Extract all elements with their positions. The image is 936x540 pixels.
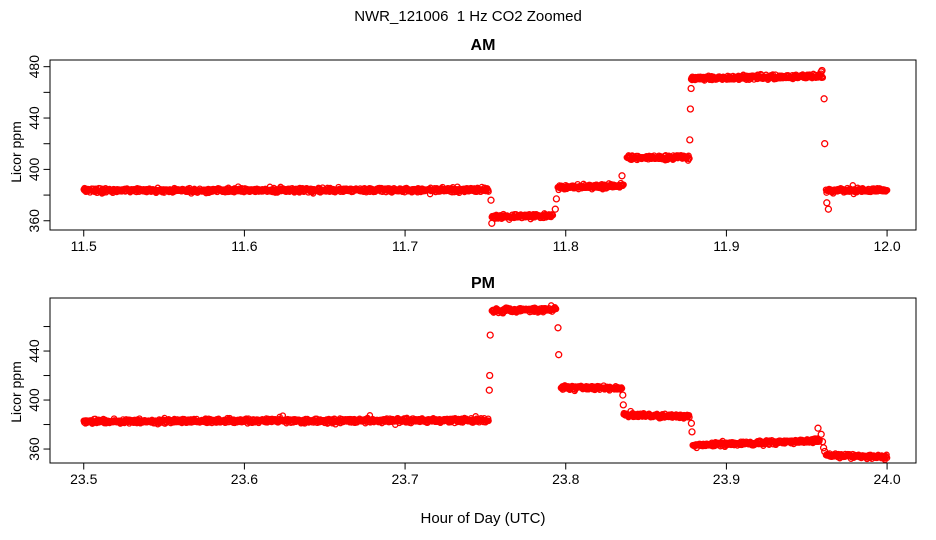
x-tick-label: 23.5: [70, 471, 97, 487]
transition-point: [686, 136, 694, 144]
x-tick-label: 23.8: [552, 471, 579, 487]
transition-point: [488, 219, 496, 227]
transition-point: [819, 444, 828, 452]
transition-point: [824, 205, 833, 213]
data-point: [618, 385, 626, 392]
transition-point: [619, 391, 627, 399]
figure-title: NWR_121006 1 Hz CO2 Zoomed: [354, 8, 582, 25]
data-point: [549, 211, 557, 219]
transition-point: [821, 140, 829, 148]
x-tick-label: 23.9: [713, 471, 740, 487]
transition-point: [821, 447, 829, 456]
transition-point: [820, 95, 828, 103]
data-point: [485, 188, 492, 195]
transition-point: [619, 401, 627, 409]
transition-point: [555, 351, 563, 359]
x-tick-label: 11.5: [71, 238, 97, 254]
x-tick-label: 11.6: [231, 238, 257, 254]
plot-box: [49, 297, 917, 464]
transition-point: [486, 371, 494, 380]
data-point: [883, 451, 890, 459]
data-points: [80, 66, 891, 227]
y-tick-label: 400: [26, 158, 42, 182]
transition-point: [686, 105, 695, 113]
x-tick-label: 23.7: [391, 471, 418, 487]
transition-point: [818, 66, 826, 75]
y-tick-label: 400: [26, 388, 42, 412]
data-point: [686, 414, 693, 421]
axes: 23.5 23.6 23.7 23.8 23.9 24.0 360 400 440: [26, 297, 917, 487]
transition-point: [487, 196, 495, 204]
x-tick-label: 11.9: [713, 238, 739, 254]
x-tick-label: 12.0: [873, 238, 900, 254]
data-points: [80, 302, 891, 464]
axes: 11.5 11.6 11.7 11.8 11.9 12.0 360 400 440 480: [26, 55, 917, 254]
y-tick-label: 360: [26, 209, 42, 233]
x-tick-label: 11.8: [553, 238, 579, 254]
data-point: [686, 155, 693, 162]
transition-point: [817, 430, 825, 438]
data-point: [485, 417, 492, 425]
data-point: [883, 186, 891, 194]
transition-point: [552, 195, 561, 203]
transition-point: [551, 205, 559, 213]
transition-point: [554, 324, 562, 332]
plot-box: [49, 59, 917, 231]
y-tick-label: 480: [26, 55, 42, 79]
y-tick-label: 440: [26, 339, 42, 363]
panel-title-am: AM: [470, 37, 496, 54]
transition-point: [687, 84, 695, 93]
transition-point: [687, 419, 696, 427]
data-point: [620, 181, 627, 188]
transition-point: [485, 386, 493, 394]
data-point: [552, 305, 560, 313]
transition-point: [688, 428, 696, 436]
transition-point: [618, 172, 626, 180]
transition-point: [814, 424, 822, 432]
x-tick-label: 11.7: [392, 238, 418, 254]
x-tick-label: 23.6: [231, 471, 258, 487]
x-axis-label: Hour of Day (UTC): [420, 510, 546, 527]
panel-title-pm: PM: [471, 275, 495, 292]
data-point: [883, 454, 891, 462]
y-tick-label: 440: [26, 106, 42, 130]
transition-point: [486, 331, 494, 339]
y-tick-label: 360: [26, 437, 42, 461]
transition-point: [823, 199, 831, 207]
x-tick-label: 24.0: [873, 471, 900, 487]
